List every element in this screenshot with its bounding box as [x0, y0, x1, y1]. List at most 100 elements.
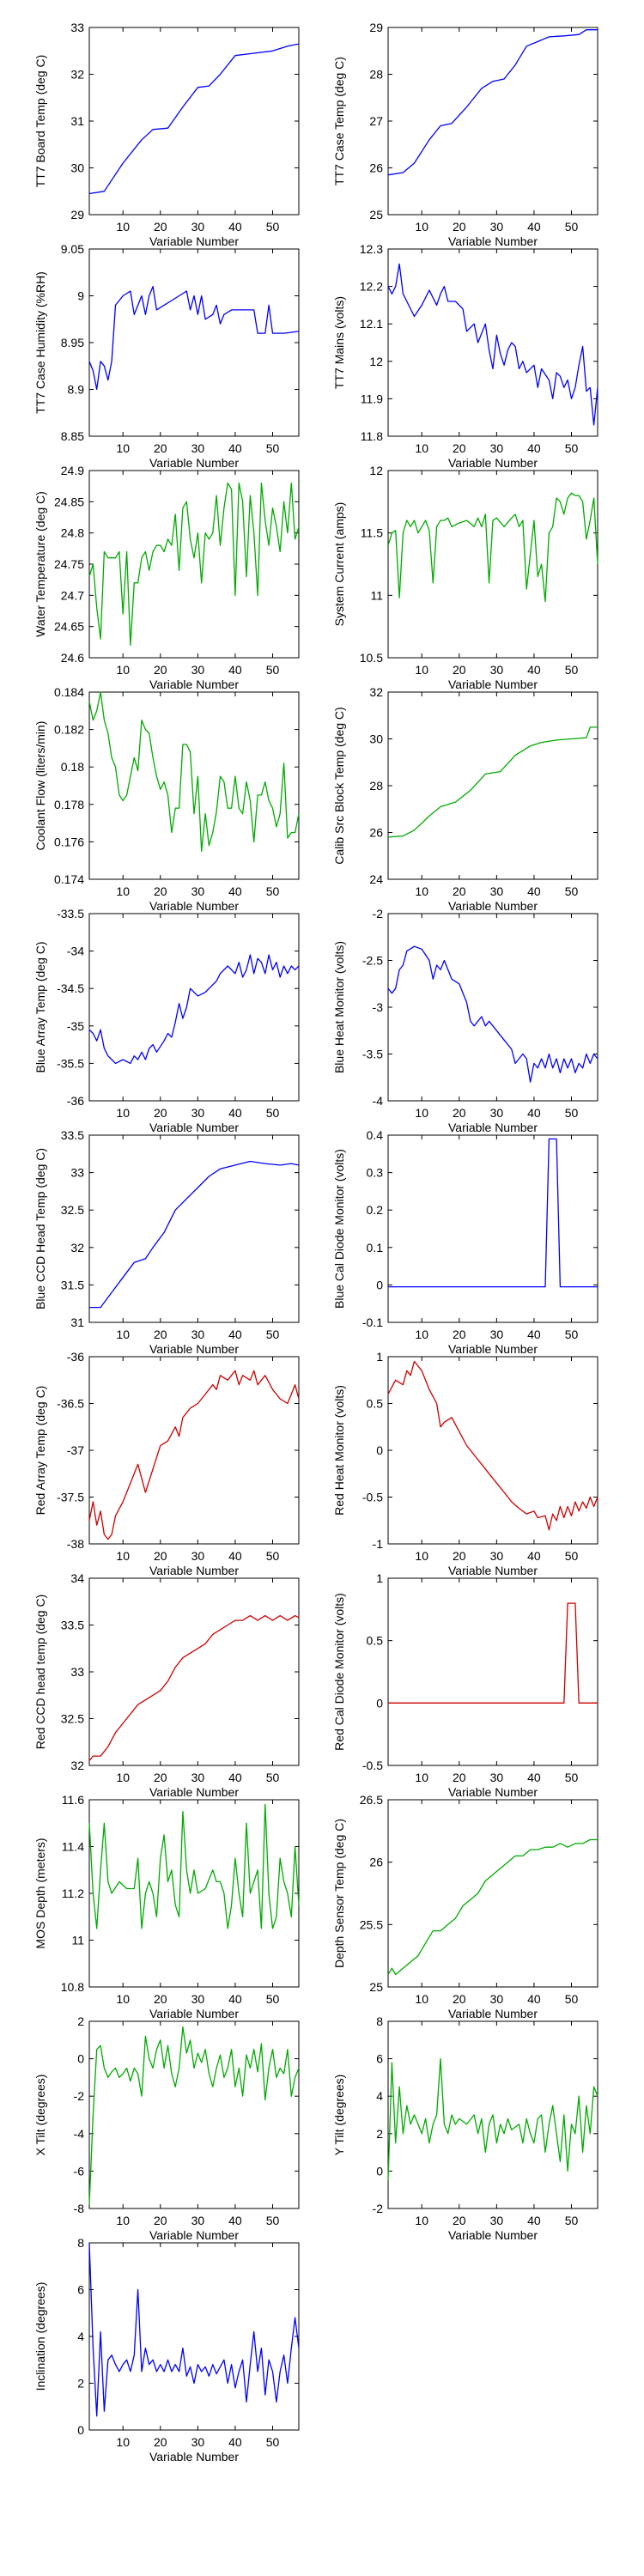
- y-tick-label: 8: [77, 2236, 84, 2250]
- series-line: [88, 691, 300, 852]
- y-tick-label: 8.95: [61, 336, 84, 349]
- chart-panel: -8 -6 -4 -2 0 2 10 20 30 40 50 Variable Number X Til…: [33, 2014, 300, 2242]
- x-tick-label: 10: [116, 1106, 130, 1120]
- series-line: [387, 263, 598, 426]
- chart-panel: 10.8 11 11.2 11.4 11.6 10 20 30 40 50 Variable Num…: [33, 1793, 300, 2020]
- series-line: [88, 43, 300, 195]
- x-tick-label: 50: [565, 1549, 579, 1563]
- x-tick-label: 50: [565, 1106, 579, 1120]
- x-tick-label: 20: [154, 2435, 167, 2449]
- chart-panel: 11.8 11.9 12 12.1 12.2 12.3 10 20 30 40 50 Variable…: [332, 242, 598, 470]
- x-tick-label: 10: [116, 663, 130, 677]
- y-tick-label: 2: [77, 2014, 84, 2028]
- y-tick-label: 0: [376, 1696, 383, 1710]
- x-tick-label: 50: [266, 1992, 280, 2006]
- y-tick-label: 31: [70, 114, 84, 128]
- y-axis-label: Inclination (degrees): [33, 2282, 47, 2391]
- x-tick-label: 30: [191, 220, 205, 234]
- y-tick-label: 33.5: [61, 1619, 84, 1632]
- x-tick-label: 30: [191, 1992, 205, 2006]
- x-tick-label: 10: [116, 220, 130, 234]
- y-tick-label: 28: [369, 68, 383, 82]
- y-tick-label: -36: [67, 1094, 84, 1108]
- y-tick-label: -35: [67, 1019, 84, 1033]
- x-tick-label: 50: [565, 884, 579, 898]
- y-axis-label: Red Cal Diode Monitor (volts): [332, 1593, 346, 1751]
- y-tick-label: 11: [370, 588, 383, 602]
- y-tick-label: 24.85: [54, 495, 84, 508]
- series-line: [387, 29, 598, 176]
- y-tick-label: 25: [369, 208, 383, 222]
- y-axis-label: Y Tilt (degrees): [332, 2075, 346, 2156]
- x-axis-label: Variable Number: [149, 1121, 239, 1134]
- chart-panel: 29 30 31 32 33 10 20 30 40 50 Variable Number TT7 B…: [33, 21, 300, 248]
- y-tick-label: 11.6: [62, 1793, 84, 1807]
- x-tick-label: 50: [266, 884, 280, 898]
- x-tick-label: 40: [228, 1327, 242, 1341]
- x-tick-label: 10: [116, 441, 130, 455]
- x-tick-label: 20: [154, 663, 167, 677]
- y-tick-label: -2: [373, 2202, 384, 2215]
- y-tick-label: 32: [70, 1241, 84, 1255]
- x-tick-label: 40: [527, 1992, 541, 2006]
- x-tick-label: 40: [228, 663, 242, 677]
- x-axis-label: Variable Number: [149, 2450, 239, 2464]
- y-tick-label: -33.5: [57, 907, 84, 920]
- plot-frame: [387, 913, 598, 1102]
- y-axis-label: Blue CCD Head Temp (deg C): [33, 1148, 47, 1309]
- x-tick-label: 40: [527, 1106, 541, 1120]
- y-tick-label: 32.5: [61, 1203, 84, 1217]
- chart-panel: -0.5 0 0.5 1 10 20 30 40 50 Variable Number Red Ca…: [332, 1571, 598, 1799]
- x-axis-label: Variable Number: [149, 234, 239, 248]
- x-tick-label: 50: [565, 1992, 579, 2006]
- x-tick-label: 30: [191, 663, 205, 677]
- chart-panel: 25 25.5 26 26.5 10 20 30 40 50 Variable Number Dep…: [332, 1793, 598, 2020]
- series-line: [88, 1614, 300, 1762]
- y-tick-label: 0: [376, 1278, 383, 1291]
- x-tick-label: 40: [228, 1106, 242, 1120]
- plot-frame: [88, 27, 300, 216]
- x-tick-label: 40: [527, 441, 541, 455]
- chart-panel: 0.174 0.176 0.178 0.18 0.182 0.184 10 20 30 40 50 V…: [33, 685, 300, 913]
- plot-frame: [88, 2020, 300, 2209]
- x-tick-label: 30: [490, 663, 504, 677]
- y-tick-label: -34.5: [57, 981, 84, 995]
- y-tick-label: -0.1: [362, 1315, 383, 1329]
- series-line: [387, 945, 598, 1083]
- x-axis-label: Variable Number: [149, 2228, 239, 2242]
- series-line: [387, 1838, 598, 1976]
- x-tick-label: 30: [490, 1327, 504, 1341]
- x-tick-label: 30: [490, 2214, 504, 2227]
- y-tick-label: 24.9: [61, 464, 84, 477]
- y-tick-label: 0.5: [367, 1634, 384, 1648]
- x-axis-label: Variable Number: [149, 1785, 239, 1799]
- y-tick-label: 0.174: [54, 872, 84, 886]
- chart-panel: 31 31.5 32 32.5 33 33.5 10 20 30 40 50 Variable Num…: [33, 1128, 300, 1356]
- x-tick-label: 40: [527, 1327, 541, 1341]
- y-tick-label: 26: [369, 826, 383, 840]
- y-axis-label: Red CCD head temp (deg C): [33, 1595, 47, 1750]
- x-tick-label: 50: [565, 220, 579, 234]
- chart-panel: 0 2 4 6 8 10 20 30 40 50 Variable Number Inclinatio…: [33, 2236, 300, 2464]
- y-tick-label: 11.8: [361, 429, 383, 443]
- y-tick-label: 4: [77, 2330, 84, 2343]
- x-tick-label: 50: [565, 663, 579, 677]
- x-tick-label: 10: [415, 884, 428, 898]
- y-tick-label: 11.9: [361, 392, 383, 405]
- x-tick-label: 40: [527, 884, 541, 898]
- chart-panel: -38 -37.5 -37 -36.5 -36 10 20 30 40 50 Variable Nu…: [33, 1350, 300, 1577]
- x-tick-label: 20: [154, 220, 167, 234]
- x-tick-label: 30: [191, 1327, 205, 1341]
- y-tick-label: 31: [70, 1315, 84, 1329]
- y-tick-label: -3: [373, 1000, 384, 1014]
- y-tick-label: 12.3: [360, 242, 383, 256]
- series-line: [89, 1160, 300, 1309]
- y-tick-label: 8.9: [68, 383, 85, 397]
- y-tick-label: 24.8: [61, 526, 84, 540]
- x-tick-label: 10: [415, 1992, 428, 2006]
- plot-frame: [387, 1356, 598, 1545]
- x-axis-label: Variable Number: [448, 677, 538, 691]
- y-tick-label: 0.2: [367, 1203, 384, 1217]
- plot-frame: [88, 913, 300, 1102]
- plot-frame: [387, 27, 598, 216]
